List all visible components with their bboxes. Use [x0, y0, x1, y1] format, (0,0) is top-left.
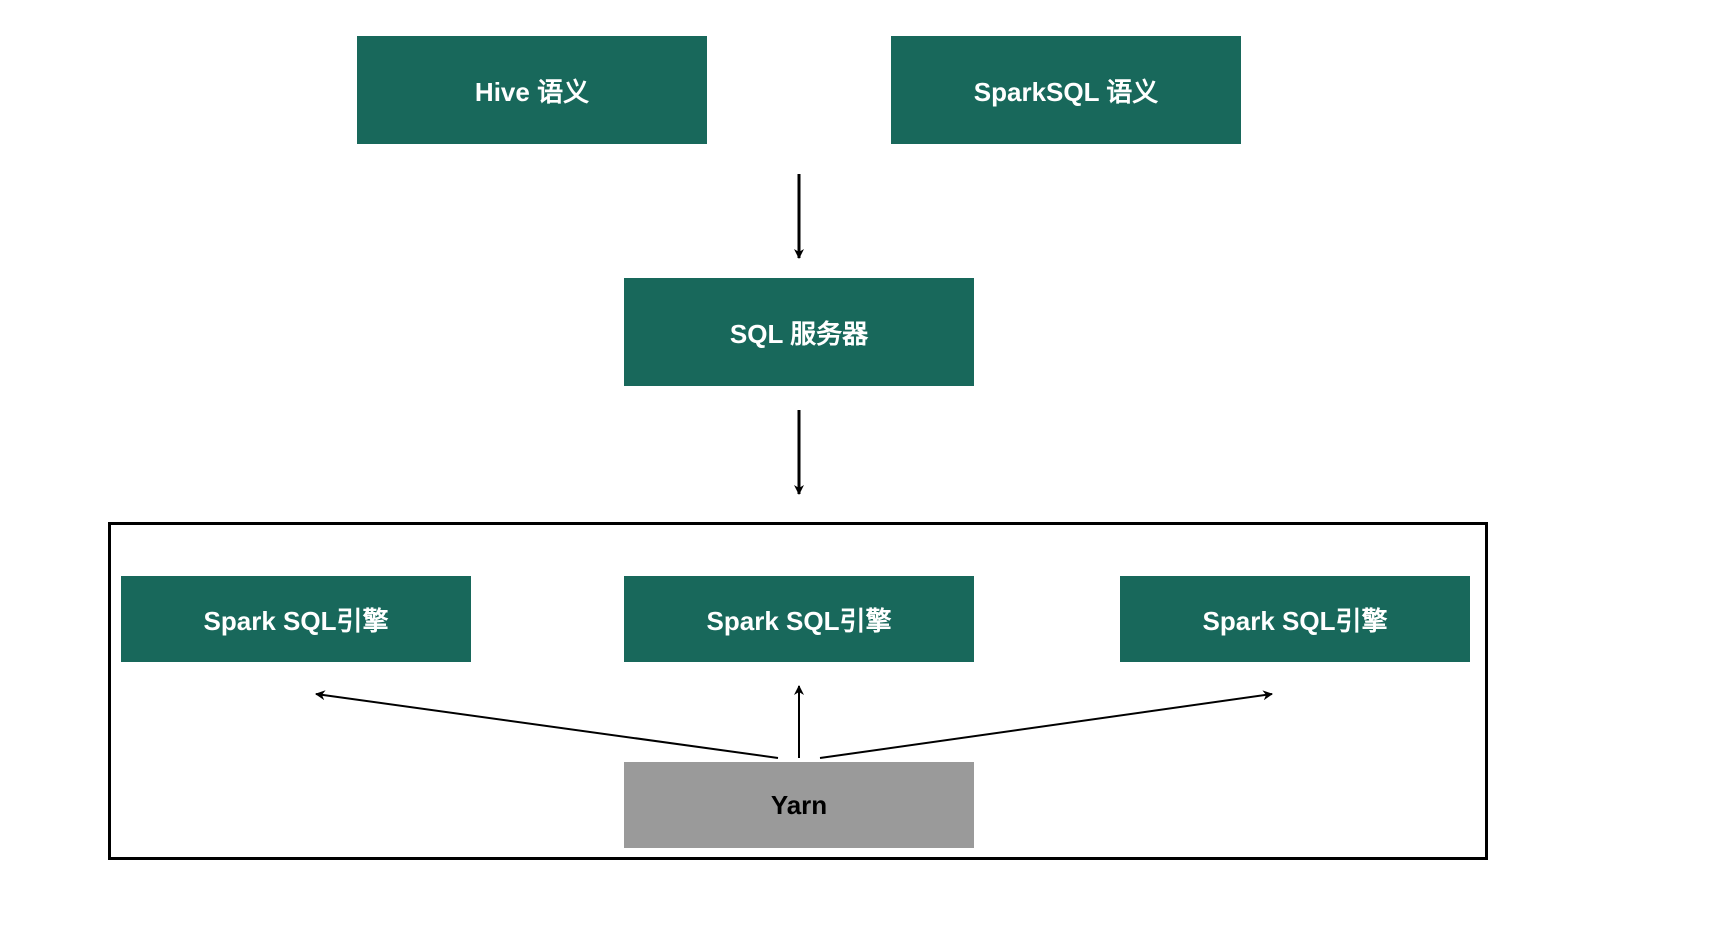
- node-spark-sql-engine-2: Spark SQL引擎: [624, 576, 974, 662]
- node-label: Spark SQL引擎: [707, 601, 892, 638]
- diagram-stage: Hive 语义 SparkSQL 语义 SQL 服务器 Spark SQL引擎 …: [0, 0, 1716, 950]
- node-hive-semantics: Hive 语义: [357, 36, 707, 144]
- node-label: Hive 语义: [475, 72, 589, 109]
- node-spark-sql-engine-3: Spark SQL引擎: [1120, 576, 1470, 662]
- node-label: SparkSQL 语义: [974, 72, 1158, 109]
- node-label: Spark SQL引擎: [1203, 601, 1388, 638]
- node-sql-server: SQL 服务器: [624, 278, 974, 386]
- node-label: SQL 服务器: [730, 314, 868, 351]
- node-spark-sql-engine-1: Spark SQL引擎: [121, 576, 471, 662]
- node-sparksql-semantics: SparkSQL 语义: [891, 36, 1241, 144]
- node-label: Yarn: [771, 790, 827, 821]
- node-yarn: Yarn: [624, 762, 974, 848]
- node-label: Spark SQL引擎: [204, 601, 389, 638]
